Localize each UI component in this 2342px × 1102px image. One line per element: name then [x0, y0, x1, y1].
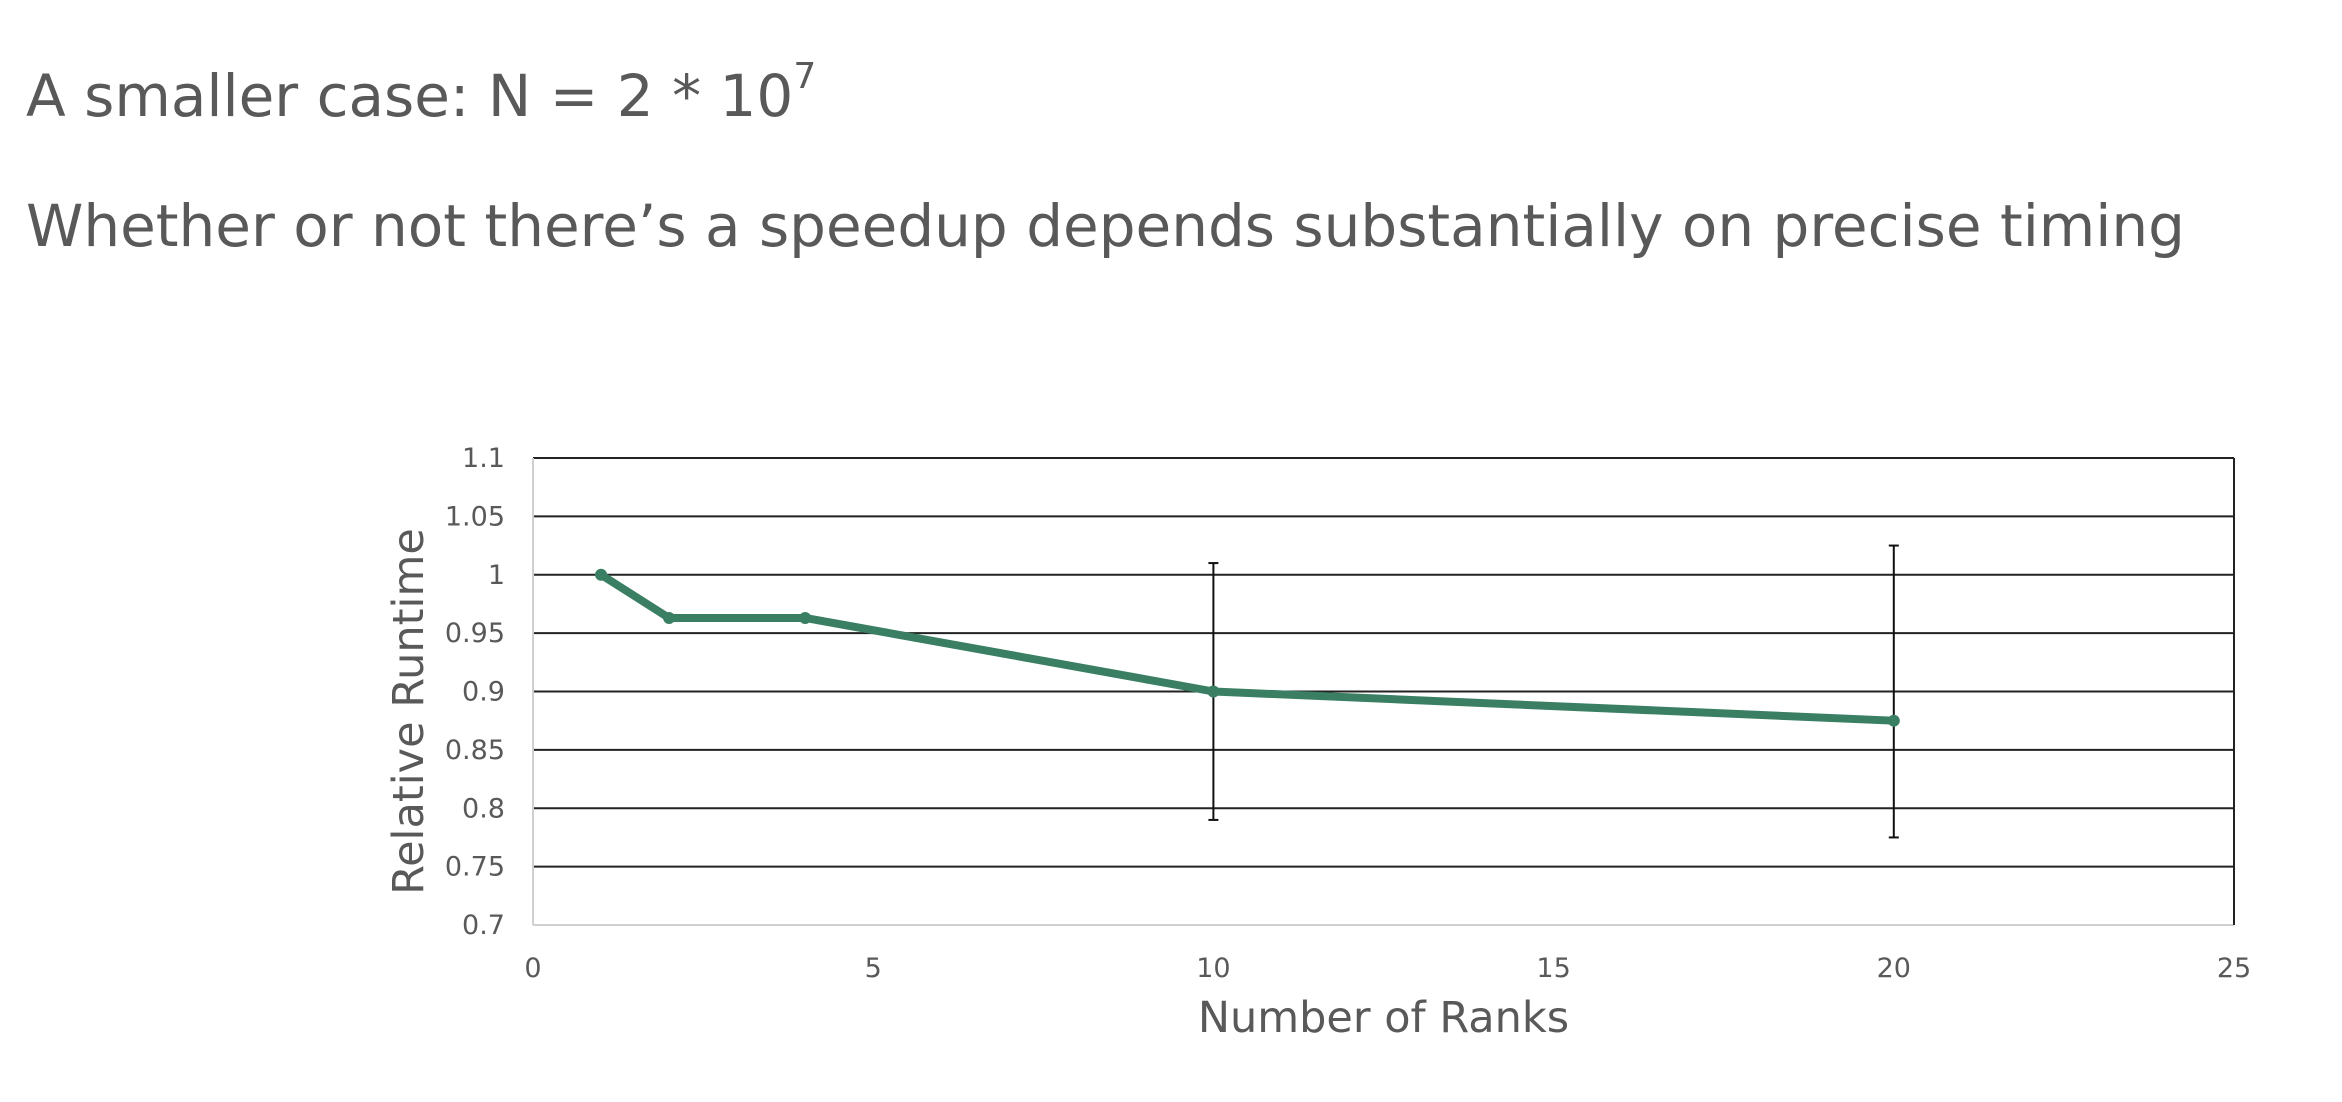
y-tick-label: 1.1: [462, 443, 505, 474]
data-point: [1207, 685, 1220, 698]
data-point: [663, 611, 676, 624]
y-tick-label: 0.9: [462, 677, 505, 708]
title-text: A smaller case: N = 2 * 10: [26, 62, 794, 130]
y-tick-label: 0.7: [462, 910, 505, 941]
y-tick-label: 0.75: [445, 852, 505, 883]
x-tick-label: 15: [1536, 953, 1570, 984]
data-point: [799, 611, 812, 624]
title-exponent: 7: [793, 56, 817, 97]
x-axis-title: Number of Ranks: [1198, 993, 1569, 1043]
x-tick-label: 25: [2217, 953, 2251, 984]
y-axis-title: Relative Runtime: [384, 528, 434, 895]
y-tick-label: 1: [488, 560, 505, 591]
series-line: [598, 571, 1894, 725]
y-tick-label: 1.05: [445, 501, 505, 532]
y-tick-label: 0.95: [445, 618, 505, 649]
x-tick-label: 10: [1196, 953, 1230, 984]
x-tick-label: 5: [865, 953, 882, 984]
x-tick-label: 0: [524, 953, 541, 984]
data-point: [1887, 714, 1900, 727]
slide-subtitle: Whether or not there’s a speedup depends…: [26, 192, 2185, 260]
x-tick-label: 20: [1877, 953, 1911, 984]
y-tick-label: 0.85: [445, 735, 505, 766]
slide-title: A smaller case: N = 2 * 107: [26, 56, 816, 130]
y-tick-label: 0.8: [462, 793, 505, 824]
data-point: [595, 568, 608, 581]
